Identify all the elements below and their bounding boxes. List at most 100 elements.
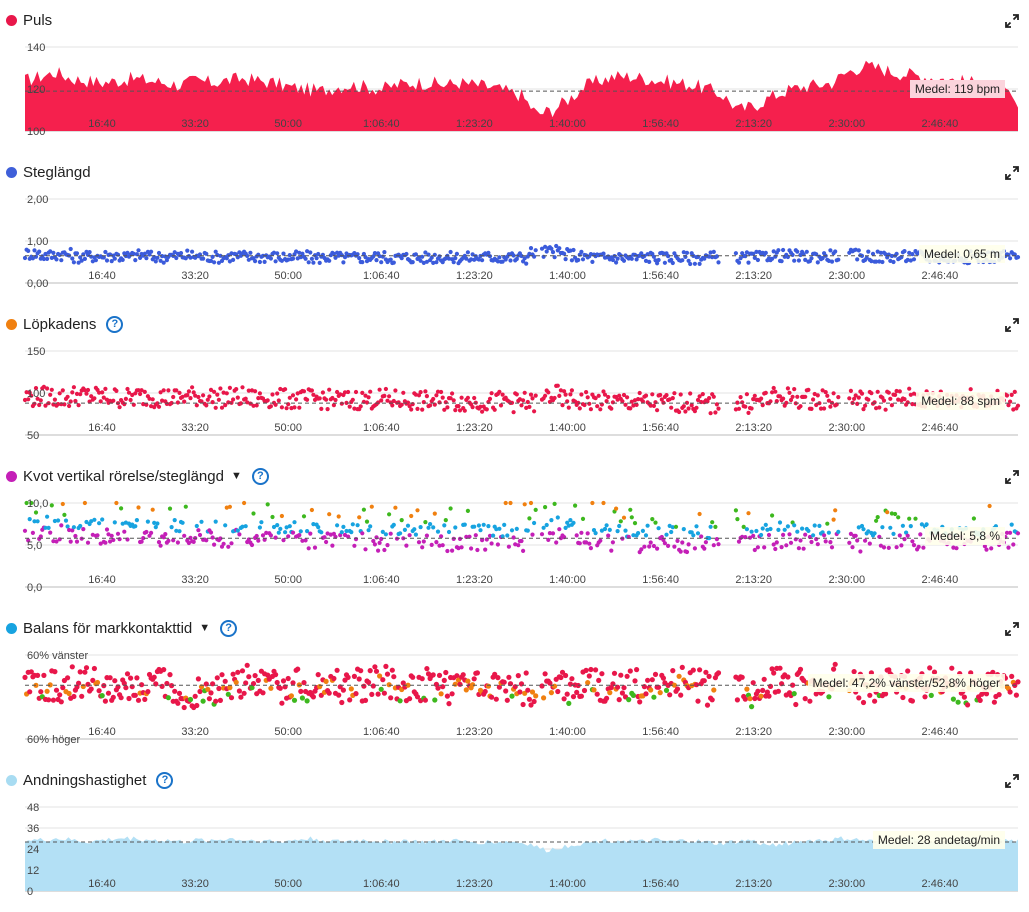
data-point: [420, 407, 425, 412]
data-point: [133, 258, 138, 263]
data-point: [391, 674, 397, 680]
help-icon[interactable]: ?: [220, 619, 238, 637]
x-tick-label: 33:20: [181, 270, 209, 282]
data-point: [888, 396, 893, 401]
data-point: [78, 392, 83, 397]
data-point: [121, 680, 127, 686]
data-point: [200, 698, 206, 704]
chart-panel-balans: Balans för markkontakttid ▼? 60% vänster 60…: [0, 608, 1029, 760]
data-point: [875, 389, 880, 394]
data-point: [634, 667, 640, 673]
data-point: [815, 542, 820, 547]
data-point: [327, 387, 332, 392]
data-point: [335, 389, 340, 395]
expand-icon[interactable]: [1005, 774, 1019, 788]
x-tick-label: 1:56:40: [642, 574, 679, 586]
data-point: [525, 528, 530, 533]
data-point: [705, 399, 710, 404]
legend-dot: [6, 622, 17, 634]
data-point: [216, 397, 221, 402]
data-point: [508, 500, 513, 506]
data-point: [823, 539, 828, 544]
data-point: [379, 260, 384, 265]
data-point: [297, 405, 302, 410]
data-point: [208, 387, 214, 392]
data-point: [910, 252, 915, 257]
data-point: [707, 396, 712, 401]
data-point: [79, 693, 85, 699]
data-point: [363, 393, 368, 398]
data-point: [76, 260, 81, 265]
data-point: [968, 387, 973, 392]
data-point: [418, 258, 423, 263]
data-point: [474, 670, 480, 676]
data-point: [177, 390, 182, 395]
expand-icon[interactable]: [1005, 318, 1019, 332]
data-point: [195, 676, 201, 682]
data-point: [377, 540, 382, 545]
data-point: [126, 390, 132, 395]
data-point: [391, 398, 396, 404]
data-point: [666, 543, 671, 548]
data-point: [441, 677, 447, 683]
x-tick-label: 50:00: [274, 118, 302, 130]
data-point: [686, 406, 691, 411]
expand-icon[interactable]: [1005, 14, 1019, 28]
data-point: [218, 253, 223, 258]
data-point: [448, 249, 453, 255]
data-point: [653, 400, 658, 405]
expand-icon[interactable]: [1005, 470, 1019, 484]
data-point: [49, 503, 54, 508]
expand-icon[interactable]: [1005, 622, 1019, 636]
data-point: [547, 531, 553, 536]
x-tick-label: 16:40: [88, 574, 116, 586]
data-point: [636, 397, 641, 402]
data-point: [662, 260, 668, 265]
chart-title: Balans för markkontakttid: [23, 619, 193, 637]
expand-icon[interactable]: [1005, 166, 1019, 180]
data-point: [249, 542, 255, 548]
data-point: [771, 385, 776, 391]
data-point: [802, 696, 808, 702]
data-point: [487, 254, 493, 259]
y-tick-label: 100: [27, 126, 45, 138]
data-point: [971, 516, 977, 521]
data-point: [251, 403, 256, 408]
data-point: [500, 259, 505, 264]
data-point: [446, 256, 452, 261]
data-point: [774, 540, 779, 545]
data-point: [781, 532, 786, 537]
help-icon[interactable]: ?: [251, 467, 269, 485]
dropdown-caret-icon[interactable]: ▼: [199, 622, 211, 634]
data-point: [48, 530, 53, 535]
data-point: [155, 521, 160, 526]
data-point: [787, 390, 792, 395]
data-point: [619, 690, 626, 696]
data-point: [655, 408, 660, 413]
data-point: [450, 548, 455, 553]
data-point: [434, 540, 439, 545]
data-point: [670, 525, 675, 530]
data-point: [562, 389, 567, 394]
data-point: [199, 399, 204, 404]
data-point: [784, 543, 789, 548]
data-point: [651, 543, 657, 549]
data-point: [503, 688, 509, 694]
data-point: [265, 672, 271, 678]
data-point: [188, 255, 193, 260]
data-point: [194, 403, 199, 408]
help-icon[interactable]: ?: [156, 771, 174, 789]
data-point: [787, 532, 792, 537]
data-point: [79, 258, 84, 263]
data-point: [610, 400, 616, 405]
data-point: [471, 676, 477, 682]
data-point: [991, 699, 998, 705]
data-point: [680, 540, 685, 545]
help-icon[interactable]: ?: [106, 315, 124, 333]
data-point: [615, 256, 620, 261]
data-point: [331, 675, 337, 682]
dropdown-caret-icon[interactable]: ▼: [230, 470, 242, 482]
data-point: [176, 690, 183, 696]
data-point: [557, 246, 562, 251]
data-point: [438, 691, 444, 697]
